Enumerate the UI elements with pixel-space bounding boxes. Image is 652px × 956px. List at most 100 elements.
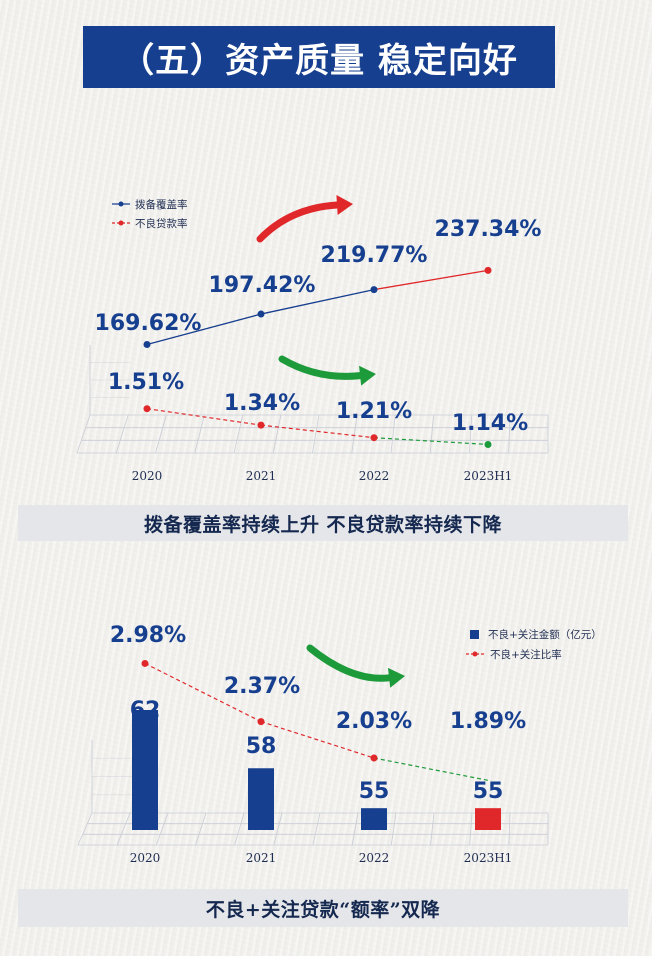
- x-tick-label: 2023H1: [464, 469, 513, 483]
- x-tick-label: 2022: [359, 469, 390, 483]
- npl-data-label: 1.34%: [224, 391, 300, 416]
- grid-line: [508, 812, 511, 846]
- grid-line: [390, 812, 397, 846]
- x-tick-label: 2021: [246, 469, 277, 483]
- amount-data-label: 62: [130, 698, 161, 723]
- legend-npl-marker: [118, 220, 124, 226]
- grid-line: [351, 414, 358, 454]
- npl-point: [484, 440, 492, 448]
- npl-point: [370, 434, 378, 442]
- grid-line: [233, 414, 244, 454]
- x-tick-label: 2023H1: [464, 851, 513, 865]
- npl-line-segment: [373, 437, 489, 446]
- grid-line: [312, 812, 321, 846]
- provision-data-label: 197.42%: [209, 273, 316, 298]
- grid-line: [116, 812, 131, 846]
- grid-line: [351, 812, 359, 846]
- grid-line: [155, 414, 167, 454]
- grid-line: [272, 414, 282, 454]
- trend-down-arrow-icon-head: [359, 365, 376, 386]
- ratio-data-label: 2.03%: [336, 709, 412, 734]
- grid-line: [77, 812, 93, 846]
- chart-npl-attention: 62 58 55 55 2.98% 2.37% 2.03% 1.89% 2020 2021 2022…: [77, 623, 602, 865]
- grid-line: [195, 812, 207, 846]
- provision-line-segment: [373, 269, 489, 291]
- caption-text-1: 拨备覆盖率持续上升 不良贷款率持续下降: [143, 513, 503, 536]
- npl-point: [143, 405, 151, 413]
- grid-line: [390, 414, 396, 454]
- caption-banner-1: 拨备覆盖率持续上升 不良贷款率持续下降: [18, 505, 628, 541]
- npl-point: [257, 421, 265, 429]
- amount-bar: [361, 808, 387, 830]
- legend-provision-label: 拨备覆盖率: [135, 198, 188, 211]
- provision-point: [257, 310, 265, 318]
- legend-provision-marker: [118, 201, 124, 207]
- trend-up-arrow-icon-head: [336, 195, 353, 215]
- npl-data-label: 1.51%: [108, 370, 184, 395]
- grid-line: [429, 414, 434, 454]
- x-tick-label: 2021: [246, 851, 277, 865]
- trend-down-arrow-icon: [278, 355, 376, 386]
- legend-amount-marker: [470, 630, 479, 639]
- trend-down-arrow-icon: [306, 644, 405, 688]
- ratio-point: [370, 754, 378, 762]
- grid-line: [312, 414, 320, 454]
- legend-amount-label: 不良+关注金额（亿元）: [488, 628, 602, 641]
- provision-point: [370, 286, 378, 294]
- trend-down-arrow-icon-shaft: [278, 355, 364, 380]
- x-tick-label: 2022: [359, 851, 390, 865]
- provision-data-label: 169.62%: [95, 311, 202, 336]
- x-tick-label: 2020: [132, 469, 163, 483]
- npl-line-segment: [260, 424, 375, 439]
- perspective-grid: [76, 345, 549, 454]
- x-tick-label: 2020: [130, 851, 161, 865]
- amount-bar: [475, 808, 501, 830]
- provision-data-label: 219.77%: [321, 243, 428, 268]
- grid-line: [469, 414, 473, 454]
- amount-bar: [132, 710, 158, 830]
- page-title: （五）资产质量 稳定向好: [120, 40, 518, 81]
- npl-line-segment: [146, 408, 262, 426]
- ratio-point: [141, 659, 149, 667]
- legend-npl-label: 不良贷款率: [135, 217, 188, 230]
- trend-up-arrow-icon: [256, 195, 353, 243]
- ratio-data-label: 1.89%: [450, 709, 526, 734]
- amount-data-label: 58: [246, 734, 277, 759]
- legend-ratio-marker: [472, 651, 478, 657]
- amount-bar: [248, 768, 274, 830]
- caption-banner-2: 不良+关注贷款“额率”双降: [18, 889, 628, 927]
- trend-up-arrow-icon-shaft: [256, 201, 341, 243]
- grid-line: [234, 812, 245, 846]
- grid-line: [273, 812, 283, 846]
- npl-data-label: 1.14%: [452, 411, 528, 436]
- ratio-data-label: 2.98%: [110, 623, 186, 648]
- provision-line-segment: [260, 288, 375, 315]
- ratio-point: [257, 718, 265, 726]
- ratio-line-segment: [373, 757, 489, 781]
- amount-data-label: 55: [473, 779, 504, 804]
- chart-provision-npl: 169.62% 197.42%219.77% 237.34% 1.51% 1.34% 1.…: [76, 195, 549, 483]
- provision-line-segment: [146, 313, 262, 346]
- grid-line: [430, 812, 435, 846]
- perspective-grid: [77, 740, 549, 846]
- provision-data-label: 237.34%: [435, 217, 542, 242]
- ratio-line-segment: [260, 721, 375, 759]
- grid-line: [76, 414, 91, 454]
- legend-ratio-label: 不良+关注比率: [490, 648, 562, 661]
- grid-line: [194, 414, 205, 454]
- provision-point: [143, 340, 151, 348]
- caption-text-2: 不良+关注贷款“额率”双降: [205, 898, 441, 921]
- ratio-line-segment: [144, 662, 262, 723]
- grid-line: [155, 812, 169, 846]
- grid-line: [508, 414, 511, 454]
- trend-down-arrow-icon-shaft: [306, 644, 393, 682]
- title-banner: （五）资产质量 稳定向好: [83, 26, 555, 88]
- ratio-data-label: 2.37%: [224, 674, 300, 699]
- provision-point: [484, 266, 492, 274]
- amount-data-label: 55: [359, 779, 390, 804]
- trend-down-arrow-icon-head: [387, 667, 405, 688]
- grid-line: [469, 812, 473, 846]
- npl-data-label: 1.21%: [336, 399, 412, 424]
- grid-line: [115, 414, 129, 454]
